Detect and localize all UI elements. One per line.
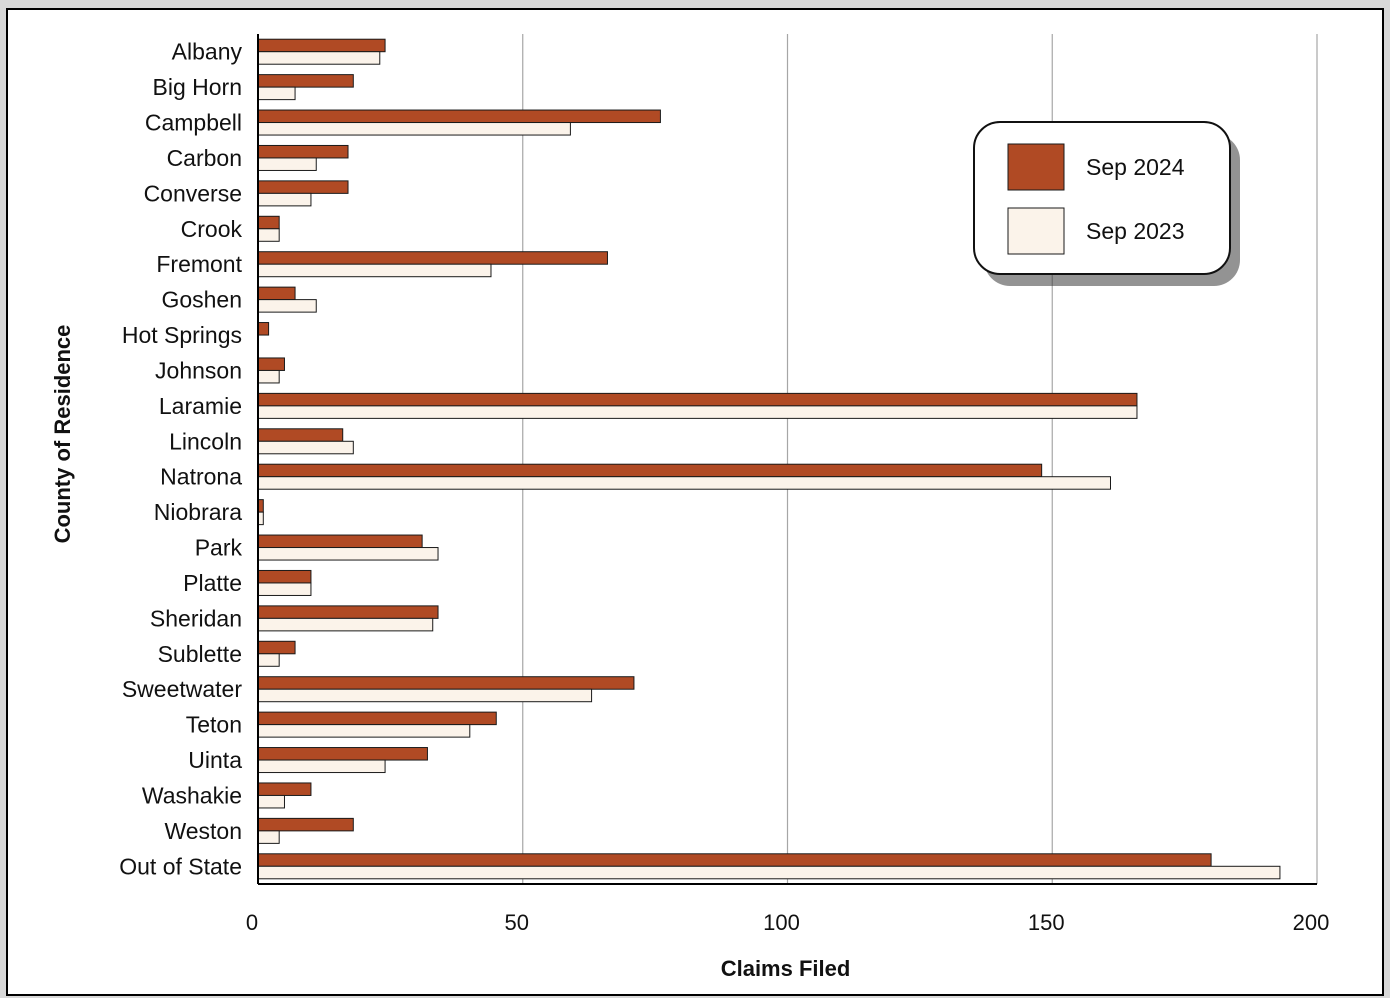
bar-sep-2024 [257,569,312,584]
bar-sep-2023 [257,51,381,65]
bar-sep-2024 [257,251,608,265]
bar-sep-2023 [257,192,312,207]
claims-bar-chart: Albany Big Horn Campbell Carbon Converse Croo… [50,34,1329,981]
legend: Sep 2024 Sep 2023 [973,121,1240,286]
category-label: Fremont [156,251,242,277]
axes [257,34,1317,885]
category-label: Converse [144,180,242,206]
category-label: Uinta [188,747,242,773]
x-tick-label: 100 [763,910,800,935]
bar-sep-2023 [257,86,296,101]
bar-sep-2024 [257,392,1138,407]
bar-sep-2023 [257,653,280,667]
x-tick-label: 0 [246,910,258,935]
x-tick-label: 50 [505,910,529,935]
bar-sep-2023 [257,688,593,703]
category-labels: Albany Big Horn Campbell Carbon Converse Croo… [119,39,242,880]
bar-sep-2023 [257,759,386,774]
bar-sep-2024 [257,322,270,336]
bar-sep-2024 [257,640,296,655]
bar-sep-2024 [257,357,285,371]
bar-sep-2023 [257,157,317,171]
bar-sep-2023 [257,830,280,844]
bar-sep-2024 [257,853,1212,867]
bar-sep-2024 [257,463,1043,478]
legend-swatch [1007,143,1065,191]
category-label: Johnson [155,357,242,383]
x-tick-label: 200 [1293,910,1330,935]
bar-sep-2023 [257,582,312,596]
category-label: Park [195,535,243,561]
category-label: Sublette [158,641,242,667]
bar-sep-2023 [257,122,571,136]
category-label: Lincoln [169,428,242,454]
category-label: Sheridan [150,605,242,631]
bar-sep-2024 [257,534,423,549]
bar-sep-2024 [257,817,354,832]
bar-sep-2023 [257,865,1281,880]
category-label: Big Horn [153,74,242,100]
bar-sep-2024 [257,144,349,159]
bar-sep-2024 [257,605,439,619]
bar-sep-2024 [257,286,296,301]
bar-sep-2023 [257,440,354,455]
bar-sep-2024 [257,782,312,796]
category-label: Natrona [160,464,242,490]
bar-sep-2023 [257,263,492,278]
category-label: Teton [186,712,242,738]
category-label: Albany [172,39,243,65]
bar-sep-2024 [257,38,386,53]
bar-sep-2024 [257,215,280,230]
bar-sep-2024 [257,676,635,690]
bar-sep-2024 [257,428,344,442]
category-label: Goshen [161,287,242,313]
bar-sep-2024 [257,747,428,761]
y-axis-title: County of Residence [50,325,75,544]
x-tick-label: 150 [1028,910,1065,935]
category-label: Hot Springs [122,322,242,348]
bar-sep-2023 [257,547,439,561]
bar-sep-2023 [257,228,280,242]
category-label: Carbon [167,145,242,171]
bar-sep-2023 [257,724,471,738]
bars [257,38,1281,880]
bar-sep-2023 [257,405,1138,419]
x-tick-labels: 0 50 100 150 200 [246,910,1329,935]
legend-label: Sep 2023 [1086,218,1184,244]
category-label: Out of State [119,853,242,879]
bar-sep-2023 [257,794,285,809]
bar-sep-2023 [257,476,1111,490]
category-label: Washakie [142,782,242,808]
category-label: Weston [164,818,242,844]
category-label: Crook [181,216,243,242]
bar-sep-2024 [257,711,497,726]
chart-frame: Albany Big Horn Campbell Carbon Converse Croo… [6,8,1384,996]
bar-sep-2024 [257,180,349,194]
bar-sep-2024 [257,74,354,88]
x-axis-title: Claims Filed [721,956,851,981]
category-label: Niobrara [154,499,242,525]
bar-sep-2023 [257,369,280,384]
legend-swatch [1007,207,1065,255]
category-label: Sweetwater [122,676,243,702]
category-label: Platte [183,570,242,596]
category-label: Laramie [159,393,242,419]
bar-sep-2024 [257,109,661,124]
bar-sep-2023 [257,299,317,313]
bar-sep-2023 [257,617,434,632]
legend-label: Sep 2024 [1086,154,1185,180]
category-label: Campbell [145,110,242,136]
